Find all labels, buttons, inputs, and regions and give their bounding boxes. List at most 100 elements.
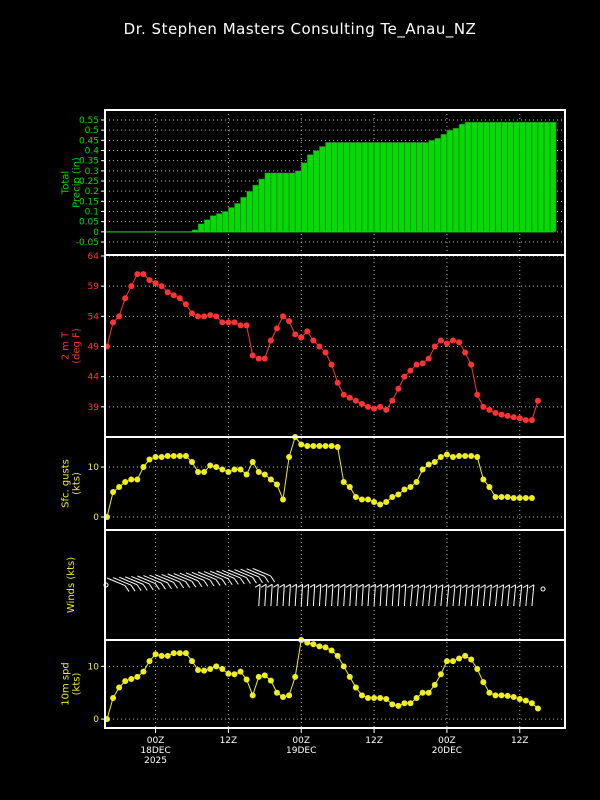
precip-bar (434, 138, 442, 233)
gusts-point (213, 464, 220, 470)
wind-barb-flag (394, 583, 400, 588)
gusts-point (419, 466, 426, 473)
wind-barb-flag (437, 584, 444, 589)
gusts-point (510, 495, 517, 501)
wind-barb-flag (480, 584, 486, 589)
temperature-point (286, 318, 293, 325)
temperature-point (304, 328, 311, 335)
temperature-point (122, 295, 129, 302)
x-tick-label: 18DEC (140, 746, 170, 756)
wind-speed-point (207, 666, 214, 672)
wind-barb-shaft (410, 584, 413, 607)
wind-speed-point (231, 671, 238, 678)
precip-bar (458, 123, 466, 233)
precip-bar (325, 142, 332, 233)
gusts-point (134, 476, 141, 483)
wind-speed-point (286, 692, 293, 699)
precip-bar (228, 207, 235, 233)
precip-bar (355, 142, 363, 233)
wind-barb-shaft (458, 584, 462, 607)
wind-barb-shaft (355, 584, 358, 607)
wind-barb-shaft (422, 584, 426, 607)
gusts-point (152, 454, 159, 460)
wind-barb-shaft (294, 584, 298, 607)
page-title: Dr. Stephen Masters Consulting Te_Anau_N… (123, 20, 477, 38)
wind-speed-point (255, 673, 262, 680)
wind-speed-point (213, 663, 220, 670)
wind-speed-point (510, 693, 517, 700)
wind-barb-shaft (343, 584, 346, 607)
wind-barb-shaft (379, 584, 382, 607)
wind-barb-flag (449, 584, 456, 589)
temperature-point (322, 349, 329, 356)
temperature-point (116, 313, 123, 320)
precip-bar (513, 121, 521, 233)
temperature-ytick-label: 54 (88, 312, 100, 322)
gusts-point (383, 499, 390, 505)
wind-speed-point (462, 652, 469, 659)
wind-speed-point (249, 692, 256, 699)
precip-ytick-label: 0.1 (85, 208, 99, 218)
x-tick-label: 19DEC (286, 746, 316, 756)
temperature-ytick-label: 39 (88, 403, 100, 413)
wind-barb-shaft (367, 584, 370, 607)
wind-speed-point (395, 702, 402, 709)
temperature-point (176, 295, 183, 302)
wind-barb-flag (388, 583, 394, 588)
temperature-point (237, 322, 244, 329)
precip-bar (495, 121, 502, 233)
wind-speed-point (195, 667, 202, 674)
temperature-point (522, 417, 529, 424)
temperature-point (219, 319, 226, 326)
gusts-point (352, 494, 359, 500)
gusts-point (334, 444, 341, 450)
wind-barb-shaft (525, 584, 529, 607)
gusts-point (462, 453, 469, 459)
gusts-point (340, 479, 347, 485)
x-tick-label: 20DEC (432, 746, 462, 756)
wind-barb-flag (345, 583, 352, 588)
wind-speed-point (243, 676, 250, 683)
wind-barb-shaft (191, 571, 211, 581)
wind-barb-shaft (246, 568, 265, 577)
precip-bar (398, 142, 405, 233)
wind-speed-point (358, 692, 365, 699)
wind-barb-shaft (276, 584, 279, 607)
temperature-point (413, 361, 420, 368)
wind-barb-shaft (373, 584, 376, 607)
gusts-point (225, 469, 232, 475)
wind-barb-shaft (513, 584, 517, 607)
wind-speed-point (116, 684, 123, 691)
temperature-ytick-label: 59 (88, 282, 100, 292)
precip-ytick-label: 0 (93, 228, 99, 238)
wind-barb-flag (148, 583, 154, 591)
gusts-point (371, 499, 378, 505)
wind-barb-flag (246, 577, 251, 584)
gusts-point (328, 443, 335, 449)
precip-bar (531, 121, 539, 233)
precip-bar (379, 142, 387, 233)
wind-barb-flag (351, 583, 358, 588)
wind-speed-point (158, 652, 165, 659)
precip-ylabel: Precip (in) (72, 157, 83, 208)
wind-barb-shaft (312, 584, 316, 607)
gusts-point (267, 476, 274, 483)
wind-speed-point (237, 668, 244, 675)
wind-speed-point (425, 689, 432, 696)
wind-barb-shaft (234, 569, 253, 578)
precip-bar (313, 150, 320, 233)
temperature-point (328, 361, 335, 368)
temperature-point (182, 301, 189, 308)
wind-speed-point (182, 650, 189, 657)
temperature-point (225, 319, 232, 326)
wind-barb-shaft (143, 575, 162, 584)
precip-bar (543, 121, 551, 233)
wind-barb-flag (431, 584, 438, 589)
temperature-point (486, 406, 493, 413)
precip-bar (258, 178, 266, 233)
gusts-point (486, 484, 493, 490)
gusts-point (255, 469, 262, 475)
wind-barb-flag (407, 584, 413, 589)
wind-speed-point (437, 671, 444, 678)
wind-speed-point (134, 673, 141, 680)
